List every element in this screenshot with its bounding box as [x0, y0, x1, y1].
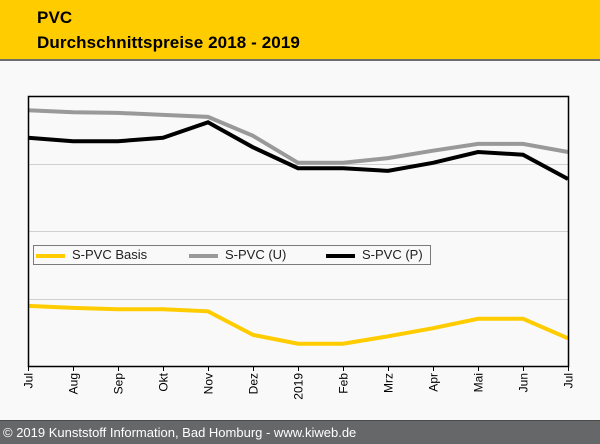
x-tick-label: Mrz [382, 373, 396, 393]
chart-subtitle: Durchschnittspreise 2018 - 2019 [37, 33, 300, 52]
legend-label-u: S-PVC (U) [225, 247, 287, 262]
series-line-2 [27, 120, 569, 181]
x-tick-label: Dez [247, 373, 261, 394]
x-tick-label: Okt [157, 372, 171, 391]
footer: © 2019 Kunststoff Information, Bad Hombu… [0, 420, 600, 444]
x-tick-label: Feb [337, 373, 351, 394]
series-line-0 [27, 303, 569, 346]
chart-title: PVC [37, 8, 73, 27]
legend-swatch-u [189, 254, 218, 258]
chart-header: PVC Durchschnittspreise 2018 - 2019 [0, 0, 600, 61]
x-axis-ticks: Jul Aug Sep Okt Nov Dez 2019 Feb Mrz Apr Mai Jun Jul [22, 366, 576, 400]
legend-label-p: S-PVC (P) [362, 247, 423, 262]
line-chart: Jul Aug Sep Okt Nov Dez 2019 Feb Mrz Apr Mai Jun Jul [22, 95, 576, 400]
legend-swatch-basis [36, 254, 65, 258]
series-lines [27, 108, 569, 346]
x-tick-label: Sep [112, 373, 126, 395]
x-tick-label: Apr [427, 373, 441, 392]
x-tick-label: Jun [517, 373, 531, 392]
series-line-1 [27, 108, 569, 165]
legend-label-basis: S-PVC Basis [72, 247, 148, 262]
x-tick-label: Aug [67, 373, 81, 394]
copyright-text: © 2019 Kunststoff Information, Bad Hombu… [3, 425, 357, 440]
legend-swatch-p [326, 254, 355, 258]
x-tick-label: Nov [202, 373, 216, 394]
x-tick-label: 2019 [292, 373, 306, 400]
legend: S-PVC Basis S-PVC (U) S-PVC (P) [33, 245, 431, 265]
x-tick-label: Jul [562, 373, 576, 388]
x-tick-label: Jul [22, 373, 36, 388]
gridlines [28, 164, 568, 300]
x-tick-label: Mai [472, 373, 486, 392]
